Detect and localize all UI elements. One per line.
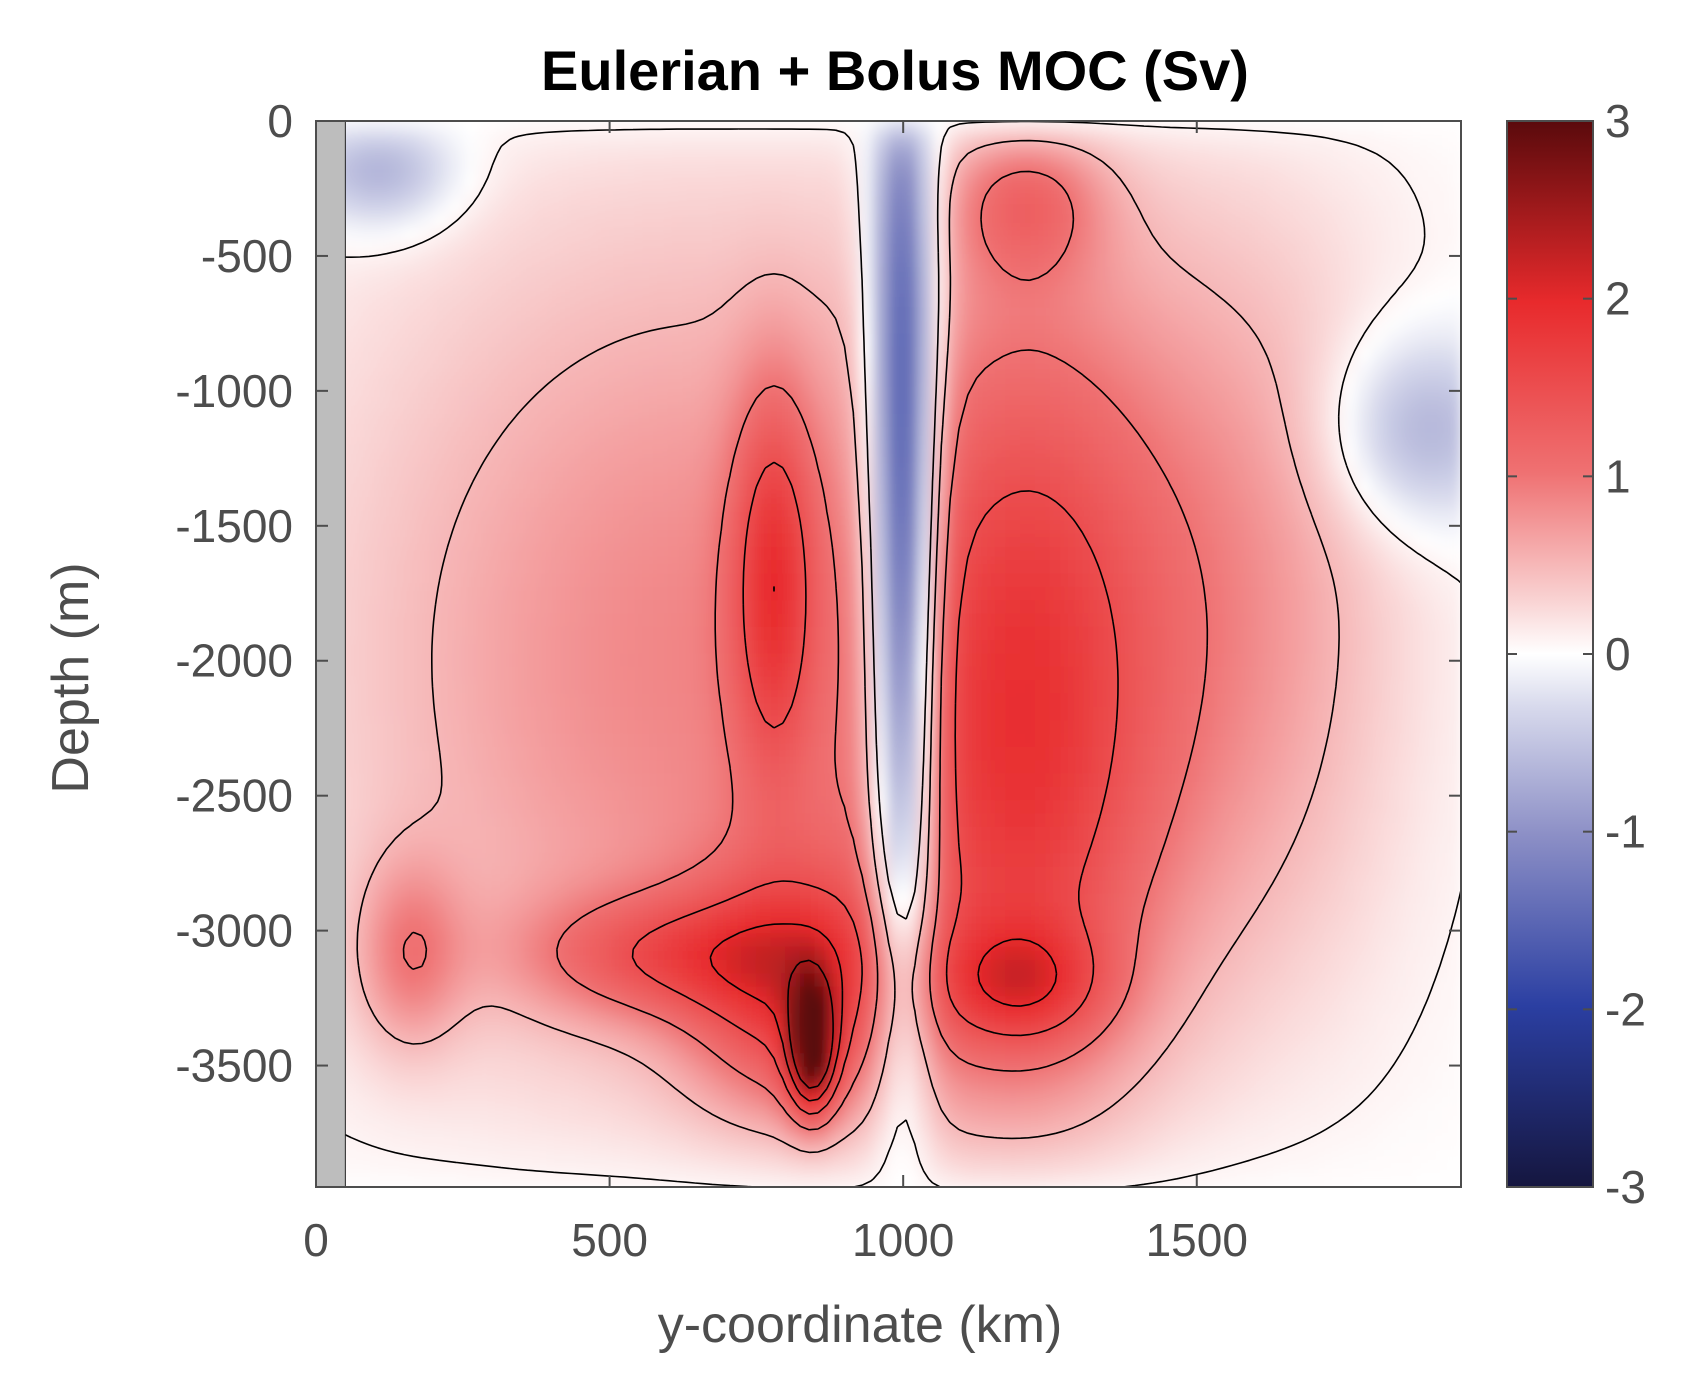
x-tick-label: 500 [571,1214,648,1266]
y-tick-label: -2500 [175,770,293,822]
colorbar: 3 2 1 0 -1 -2 -3 [1506,95,1646,1213]
colorbar-tick-label: -3 [1605,1161,1646,1213]
plot-frame [315,120,1462,1188]
plot-area: 0 500 1000 1500 0 -500 -1000 -1500 -2000 -2500 -3… [175,95,1462,1266]
y-tick-label: -1000 [175,365,293,417]
land-mask [315,120,346,1188]
y-tick-label: -2000 [175,635,293,687]
contour-level-4 [709,586,1058,1102]
y-axis-label: Depth (m) [42,562,100,793]
contour-lines [316,121,1461,1187]
contour-level-3 [631,461,1119,1115]
colorbar-tick-label: -2 [1605,983,1646,1035]
x-axis-ticks: 0 500 1000 1500 [303,121,1248,1266]
y-tick-label: -500 [201,230,293,282]
colorbar-tick-label: 1 [1605,450,1631,502]
contour-level-1 [356,139,1340,1154]
colorbar-tick-label: -1 [1605,806,1646,858]
y-tick-label: 0 [267,95,293,147]
colorbar-tick-label: 3 [1605,95,1631,147]
chart-title: Eulerian + Bolus MOC (Sv) [541,39,1249,102]
contour-level-5 [787,959,834,1089]
colorbar-tick-label: 0 [1605,628,1631,680]
moc-field [316,121,1461,1187]
x-tick-label: 1500 [1146,1214,1248,1266]
colorbar-gradient [1507,121,1593,1187]
y-tick-label: -1500 [175,500,293,552]
contour-level-2 [402,170,1209,1131]
colorbar-tick-label: 2 [1605,273,1631,325]
x-tick-label: 1000 [852,1214,954,1266]
colorbar-ticks: 3 2 1 0 -1 -2 -3 [1507,95,1646,1213]
x-tick-label: 0 [303,1214,329,1266]
y-tick-label: -3000 [175,905,293,957]
y-axis-ticks: 0 -500 -1000 -1500 -2000 -2500 -3000 -3500 [175,95,1461,1092]
x-axis-label: y-coordinate (km) [658,1296,1063,1354]
y-tick-label: -3500 [175,1040,293,1092]
